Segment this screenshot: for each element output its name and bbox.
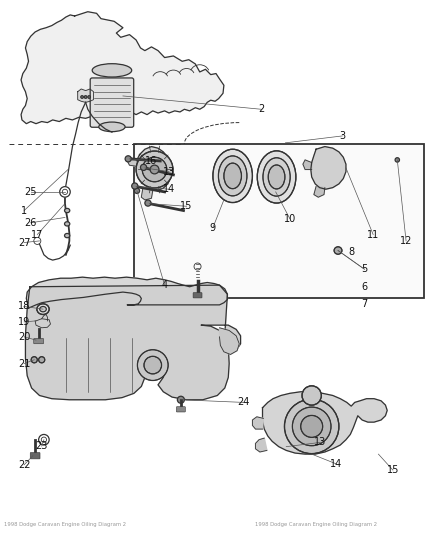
FancyBboxPatch shape <box>90 78 134 127</box>
Polygon shape <box>255 438 266 452</box>
Text: 21: 21 <box>18 359 30 368</box>
Text: 27: 27 <box>18 238 30 247</box>
Ellipse shape <box>333 247 341 254</box>
Text: 5: 5 <box>360 264 367 274</box>
Text: 1998 Dodge Caravan Engine Oiling Diagram 2: 1998 Dodge Caravan Engine Oiling Diagram… <box>254 522 376 527</box>
Text: 17: 17 <box>31 230 43 239</box>
Text: 23: 23 <box>35 441 48 451</box>
Polygon shape <box>21 12 223 124</box>
Circle shape <box>394 158 399 162</box>
Ellipse shape <box>218 156 246 196</box>
Ellipse shape <box>268 165 284 189</box>
Text: 24: 24 <box>237 398 249 407</box>
Circle shape <box>84 96 87 98</box>
Circle shape <box>144 357 161 374</box>
Circle shape <box>284 399 338 454</box>
Ellipse shape <box>39 306 46 312</box>
Ellipse shape <box>223 163 241 189</box>
Circle shape <box>39 357 45 363</box>
FancyBboxPatch shape <box>176 407 185 412</box>
Text: 15: 15 <box>180 201 192 211</box>
Text: 6: 6 <box>360 282 367 292</box>
Ellipse shape <box>92 63 131 77</box>
Ellipse shape <box>212 149 252 203</box>
Ellipse shape <box>99 122 125 132</box>
Circle shape <box>140 164 146 171</box>
Text: 26: 26 <box>25 218 37 228</box>
Polygon shape <box>127 157 137 166</box>
Text: 18: 18 <box>18 302 30 311</box>
Text: 14: 14 <box>329 459 341 469</box>
Polygon shape <box>252 417 263 429</box>
Circle shape <box>31 357 37 363</box>
Circle shape <box>125 156 131 162</box>
Circle shape <box>292 407 330 446</box>
Text: 25: 25 <box>25 187 37 197</box>
Circle shape <box>150 165 159 174</box>
Ellipse shape <box>257 151 295 203</box>
Text: 1998 Dodge Caravan Engine Oiling Diagram 2: 1998 Dodge Caravan Engine Oiling Diagram… <box>4 522 126 527</box>
Polygon shape <box>25 285 240 400</box>
Ellipse shape <box>37 304 49 314</box>
FancyBboxPatch shape <box>34 338 43 344</box>
Circle shape <box>142 157 166 182</box>
Circle shape <box>88 96 90 98</box>
Polygon shape <box>35 319 50 328</box>
Text: 1: 1 <box>21 206 27 215</box>
Text: 14: 14 <box>162 184 175 194</box>
Text: 16: 16 <box>145 156 157 166</box>
Text: 9: 9 <box>209 223 215 232</box>
FancyBboxPatch shape <box>193 293 201 298</box>
Polygon shape <box>26 277 227 308</box>
Circle shape <box>137 350 168 381</box>
Text: 10: 10 <box>283 214 295 223</box>
Text: 7: 7 <box>360 299 367 309</box>
Circle shape <box>145 200 151 206</box>
Ellipse shape <box>64 222 70 226</box>
Text: 15: 15 <box>386 465 398 475</box>
Text: 13: 13 <box>162 167 175 176</box>
Text: 4: 4 <box>161 280 167 290</box>
Circle shape <box>134 188 139 193</box>
Text: 20: 20 <box>18 332 30 342</box>
Polygon shape <box>78 89 93 102</box>
Text: 19: 19 <box>18 317 30 327</box>
Ellipse shape <box>64 233 70 238</box>
Polygon shape <box>302 160 311 169</box>
Polygon shape <box>141 189 152 200</box>
Circle shape <box>177 396 184 403</box>
Polygon shape <box>262 392 386 454</box>
Ellipse shape <box>64 208 70 213</box>
FancyBboxPatch shape <box>30 453 40 459</box>
Circle shape <box>131 183 138 189</box>
Circle shape <box>300 415 322 438</box>
Text: 12: 12 <box>399 236 411 246</box>
Bar <box>134 144 423 298</box>
Ellipse shape <box>262 158 290 196</box>
Circle shape <box>301 386 321 405</box>
Polygon shape <box>219 328 239 354</box>
Circle shape <box>81 96 83 98</box>
Text: 22: 22 <box>18 460 30 470</box>
Polygon shape <box>137 147 171 190</box>
Text: 2: 2 <box>258 104 264 114</box>
Circle shape <box>136 151 173 188</box>
Text: 11: 11 <box>366 230 378 239</box>
Text: 3: 3 <box>339 131 345 141</box>
Text: 13: 13 <box>314 438 326 447</box>
Text: 8: 8 <box>347 247 353 256</box>
Polygon shape <box>310 147 345 189</box>
Polygon shape <box>313 187 324 197</box>
